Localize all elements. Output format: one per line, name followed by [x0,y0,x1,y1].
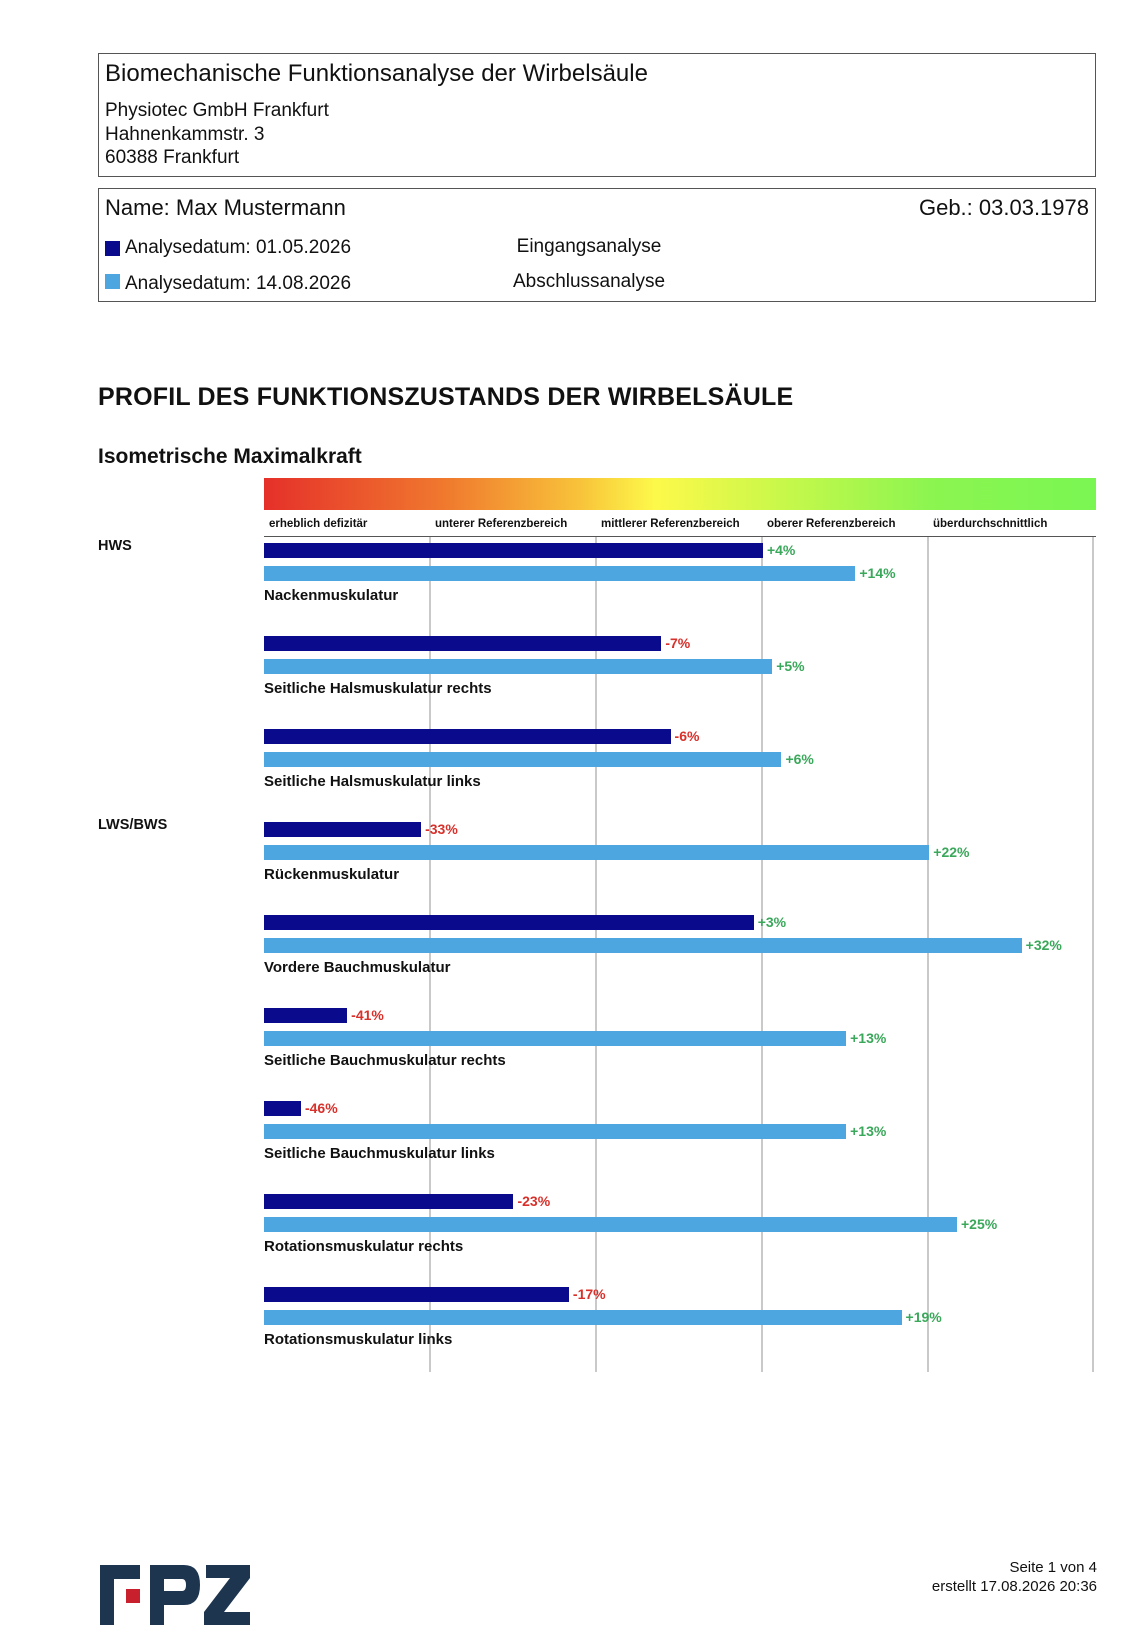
bar-final-analysis [264,752,782,767]
page-footer: Seite 1 von 4 erstellt 17.08.2026 20:36 [932,1558,1097,1596]
percent-label: +22% [933,844,970,860]
page-number: Seite 1 von 4 [1009,1559,1097,1576]
muscle-label: Nackenmuskulatur [264,587,399,604]
bar-entry-analysis [264,915,754,930]
bar-final-analysis [264,566,856,581]
percent-label: +25% [961,1216,998,1232]
bar-entry-analysis [264,1101,301,1116]
report-header-box: Biomechanische Funktionsanalyse der Wirb… [98,53,1096,177]
percent-label: +4% [766,542,796,558]
legend-swatch-entry [105,241,120,256]
percent-label: -7% [665,635,691,651]
bar-final-analysis [264,1217,957,1232]
report-title: Biomechanische Funktionsanalyse der Wirb… [105,60,648,87]
muscle-label: Seitliche Bauchmuskulatur rechts [264,1052,506,1069]
grid-line [595,537,597,1372]
scale-category-label: mittlerer Referenzbereich [601,518,740,530]
bar-entry-analysis [264,1194,514,1209]
muscle-label: Vordere Bauchmuskulatur [264,959,451,976]
muscle-label: Seitliche Halsmuskulatur rechts [264,680,492,697]
section-title: PROFIL DES FUNKTIONSZUSTANDS DER WIRBELS… [98,383,794,411]
analysis-date-final: Analysedatum: 14.08.2026 [125,273,352,294]
muscle-label: Rotationsmuskulatur rechts [264,1238,464,1255]
region-label: HWS [98,538,132,554]
grid-line [761,537,763,1372]
grid-line [927,537,929,1372]
scale-category-label: unterer Referenzbereich [435,518,568,530]
percent-label: -33% [425,821,458,837]
bar-entry-analysis [264,1287,569,1302]
percent-label: -17% [572,1286,606,1302]
bar-entry-analysis [264,636,662,651]
percent-label: +32% [1025,937,1062,953]
muscle-label: Seitliche Bauchmuskulatur links [264,1145,495,1162]
patient-birthdate: Geb.: 03.03.1978 [918,195,1089,220]
scale-axis-line [264,536,1096,537]
bar-final-analysis [264,845,930,860]
percent-label: +19% [905,1309,942,1325]
company-city: 60388 Frankfurt [105,147,240,168]
muscle-label: Rotationsmuskulatur links [264,1331,453,1348]
muscle-label: Rückenmuskulatur [264,866,400,883]
scale-category-label: überdurchschnittlich [933,518,1048,530]
percent-label: +13% [850,1030,887,1046]
bar-final-analysis [264,659,773,674]
bar-entry-analysis [264,822,422,837]
scale-category-label: oberer Referenzbereich [767,518,896,530]
percent-label: +6% [785,751,814,767]
fpz-logo [100,1565,250,1638]
grid-line [1092,537,1094,1372]
analysis-type-entry: Eingangsanalyse [516,236,662,257]
bar-final-analysis [264,1124,847,1139]
bar-final-analysis [264,1031,847,1046]
patient-name: Name: Max Mustermann [105,195,346,220]
bar-final-analysis [264,938,1022,953]
subsection-title: Isometrische Maximalkraft [98,445,362,468]
percent-label: -23% [517,1193,551,1209]
scale-category-label: erheblich defizitär [269,518,368,530]
legend-swatch-final [105,274,120,289]
percent-label: +14% [859,565,896,581]
company-street: Hahnenkammstr. 3 [105,124,265,145]
analysis-type-final: Abschlussanalyse [512,271,666,292]
muscle-label: Seitliche Halsmuskulatur links [264,773,481,790]
bar-entry-analysis [264,729,671,744]
grid-line [429,537,431,1372]
bar-entry-analysis [264,1008,348,1023]
reference-color-scale [264,478,1096,510]
percent-label: -41% [351,1007,384,1023]
percent-label: -6% [674,728,700,744]
creation-timestamp: erstellt 17.08.2026 20:36 [931,1578,1097,1595]
percent-label: -46% [304,1100,338,1116]
percent-label: +13% [850,1123,887,1139]
analysis-date-entry: Analysedatum: 01.05.2026 [125,237,352,258]
patient-info-box: Name: Max Mustermann Geb.: 03.03.1978 An… [98,188,1096,302]
region-label: LWS/BWS [98,817,168,833]
percent-label: +5% [776,658,805,674]
company-name: Physiotec GmbH Frankfurt [105,100,329,121]
percent-label: +3% [757,914,787,930]
bar-final-analysis [264,1310,902,1325]
bar-entry-analysis [264,543,763,558]
